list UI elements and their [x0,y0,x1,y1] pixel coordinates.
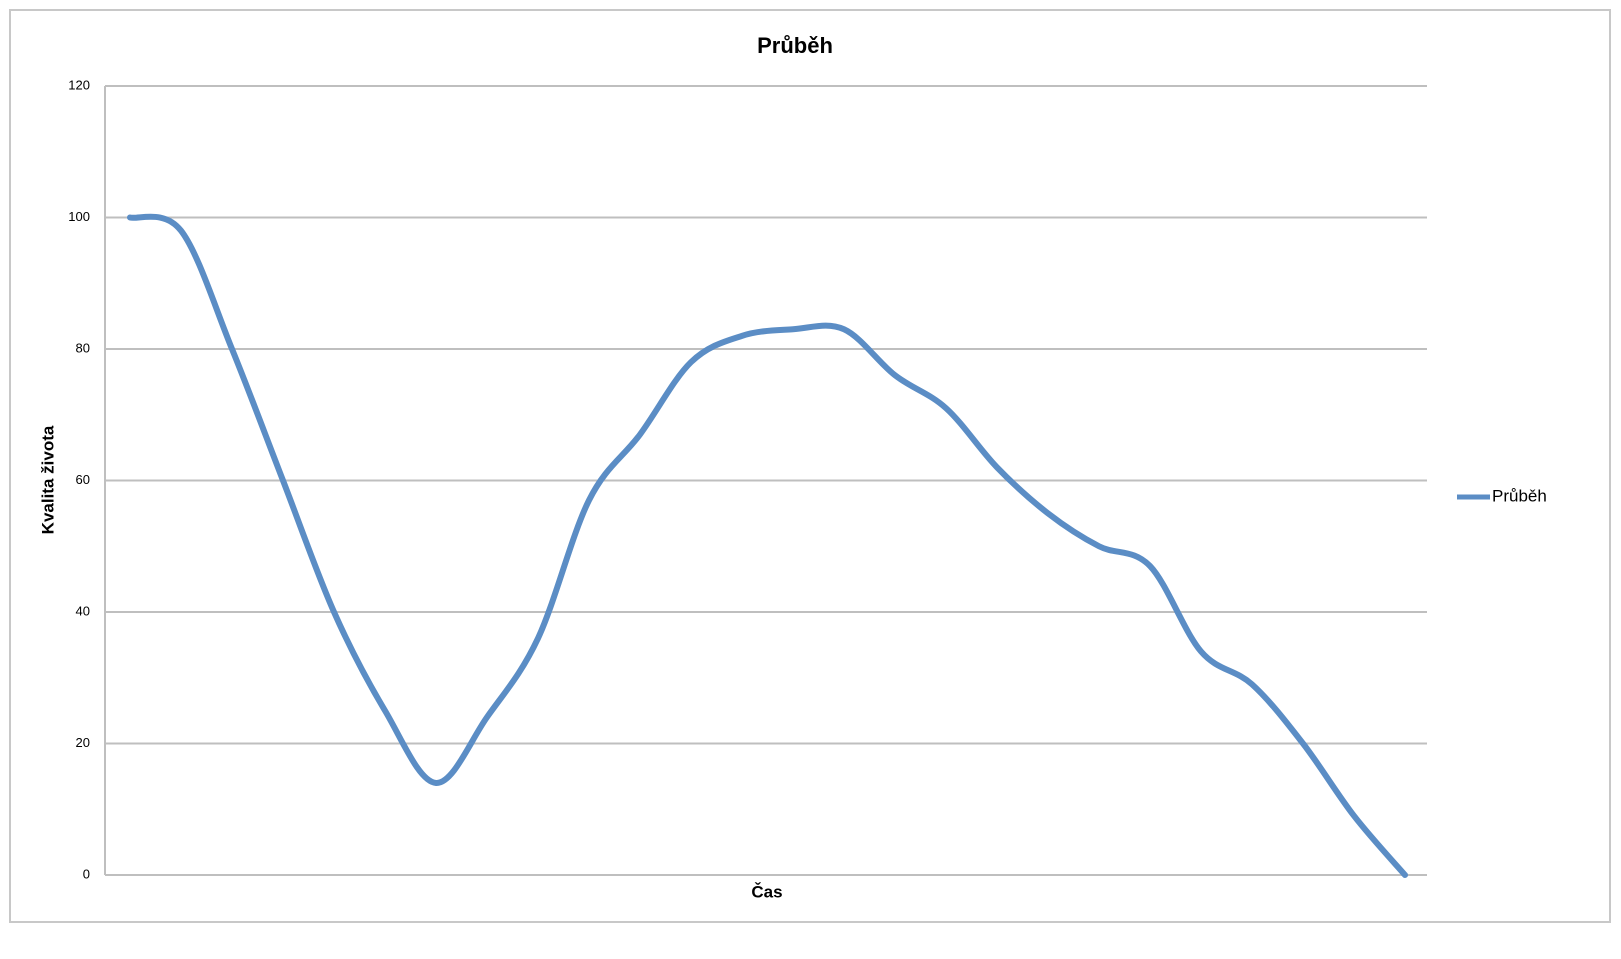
y-tick-label: 0 [83,866,90,881]
y-tick-label: 40 [76,603,90,618]
chart-title: Průběh [757,33,833,58]
y-axis-label: Kvalita života [38,425,57,534]
y-tick-label: 120 [68,77,90,92]
x-axis-label: Čas [751,882,782,901]
y-tick-label: 100 [68,209,90,224]
legend-label: Průběh [1492,486,1547,505]
y-tick-label: 60 [76,472,90,487]
chart-frame [9,9,1611,923]
y-tick-label: 80 [76,340,90,355]
y-tick-label: 20 [76,735,90,750]
line [127,213,1408,878]
